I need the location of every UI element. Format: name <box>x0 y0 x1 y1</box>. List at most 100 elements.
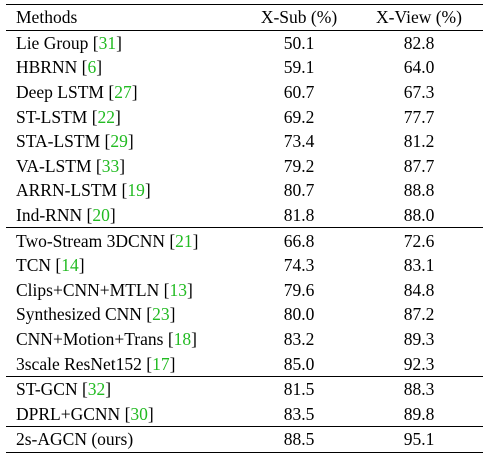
xview-cell: 77.7 <box>403 106 435 127</box>
method-cell: 2s-AGCN (ours) <box>6 426 243 453</box>
xsub-cell: 79.6 <box>283 279 315 300</box>
xview-cell: 88.3 <box>355 375 483 402</box>
header-xsub: X-Sub (%) <box>243 4 355 31</box>
xview-cell: 92.3 <box>403 353 435 374</box>
citation-link[interactable]: 33 <box>101 155 120 176</box>
xview-cell: 82.8 <box>355 29 483 56</box>
xsub-cell: 80.0 <box>283 304 315 325</box>
xsub-cell: 79.2 <box>283 155 315 176</box>
method-name: Synthesized CNN <box>16 304 142 325</box>
method-cell: 3scale ResNet152 [17] <box>16 353 176 374</box>
method-cell: CNN+Motion+Trans [18] <box>16 329 197 350</box>
citation-link[interactable]: 31 <box>98 32 117 53</box>
results-table-container: Methods X-Sub (%) X-View (%) Lie Group [… <box>6 4 483 453</box>
method-cell: Lie Group [31] <box>6 29 243 56</box>
method-cell: STA-LSTM [29] <box>16 131 134 152</box>
table-row: Deep LSTM [27] 60.7 67.3 <box>6 80 483 105</box>
method-name: Deep LSTM <box>16 82 104 103</box>
method-cell: Ind-RNN [20] <box>16 205 116 226</box>
method-name: 3scale ResNet152 <box>16 353 142 374</box>
table-row: 2s-AGCN (ours) 88.5 95.1 <box>6 426 483 453</box>
header-xview: X-View (%) <box>355 4 483 31</box>
xview-cell: 72.6 <box>355 227 483 253</box>
xview-cell: 95.1 <box>355 426 483 453</box>
xview-cell: 64.0 <box>403 57 435 78</box>
citation-link[interactable]: 22 <box>97 106 116 127</box>
table-row: STA-LSTM [29] 73.4 81.2 <box>6 129 483 154</box>
xsub-cell: 59.1 <box>283 57 315 78</box>
method-name: STA-LSTM <box>16 131 101 152</box>
method-name: DPRL+GCNN <box>16 403 121 424</box>
xsub-cell: 83.2 <box>283 329 315 350</box>
table-row: TCN [14] 74.3 83.1 <box>6 253 483 278</box>
method-name: ST-GCN <box>16 379 78 400</box>
xsub-cell: 80.7 <box>283 180 315 201</box>
method-cell: Two-Stream 3DCNN [21] <box>6 227 243 253</box>
table-row: DPRL+GCNN [30] 83.5 89.8 <box>6 402 483 427</box>
xsub-cell: 60.7 <box>283 82 315 103</box>
table-row: ST-GCN [32] 81.5 88.3 <box>6 375 483 402</box>
method-cell: ST-GCN [32] <box>6 375 243 402</box>
method-cell: VA-LSTM [33] <box>16 155 126 176</box>
table-row: Synthesized CNN [23] 80.0 87.2 <box>6 302 483 327</box>
xsub-cell: 69.2 <box>283 106 315 127</box>
method-name: Ind-RNN <box>16 205 83 226</box>
citation-link[interactable]: 30 <box>130 403 148 424</box>
table-row: Two-Stream 3DCNN [21] 66.8 72.6 <box>6 227 483 253</box>
method-cell: TCN [14] <box>16 255 85 276</box>
xsub-cell: 81.5 <box>243 375 355 402</box>
method-cell: ARRN-LSTM [19] <box>16 180 151 201</box>
citation-link[interactable]: 19 <box>127 180 145 201</box>
citation-link[interactable]: 13 <box>169 279 187 300</box>
method-name: VA-LSTM <box>16 155 92 176</box>
method-cell: HBRNN [6] <box>16 57 103 78</box>
xview-cell: 81.2 <box>403 131 435 152</box>
xsub-cell: 73.4 <box>283 131 315 152</box>
method-name: Clips+CNN+MTLN <box>16 279 160 300</box>
citation-link[interactable]: 20 <box>92 205 110 226</box>
xview-cell: 83.1 <box>403 255 435 276</box>
citation-link[interactable]: 14 <box>61 255 79 276</box>
citation-link[interactable]: 18 <box>173 329 192 350</box>
method-name: TCN <box>16 255 51 276</box>
method-name: Lie Group <box>16 32 89 53</box>
xview-cell: 89.3 <box>403 329 435 350</box>
citation-link[interactable]: 21 <box>175 230 193 251</box>
results-table: Methods X-Sub (%) X-View (%) Lie Group [… <box>6 4 483 453</box>
table-row: ST-LSTM [22] 69.2 77.7 <box>6 104 483 129</box>
citation-link[interactable]: 32 <box>87 379 106 400</box>
xsub-cell: 85.0 <box>283 353 315 374</box>
xsub-cell: 81.8 <box>283 205 315 226</box>
citation-link[interactable]: 23 <box>152 304 170 325</box>
xview-cell: 88.8 <box>403 180 435 201</box>
xview-cell: 87.2 <box>403 304 435 325</box>
table-row: VA-LSTM [33] 79.2 87.7 <box>6 154 483 179</box>
xsub-cell: 83.5 <box>283 403 315 424</box>
xsub-cell: 66.8 <box>243 227 355 253</box>
method-cell: ST-LSTM [22] <box>16 106 121 127</box>
method-cell: Deep LSTM [27] <box>16 82 138 103</box>
method-name: HBRNN <box>16 57 78 78</box>
xview-cell: 87.7 <box>403 155 435 176</box>
method-cell: Clips+CNN+MTLN [13] <box>16 279 193 300</box>
header-methods: Methods <box>6 4 243 31</box>
table-row: Ind-RNN [20] 81.8 88.0 <box>6 203 483 228</box>
method-name: 2s-AGCN (ours) <box>16 429 134 450</box>
method-name: ARRN-LSTM <box>16 180 118 201</box>
citation-link[interactable]: 29 <box>110 131 128 152</box>
table-body: Lie Group [31] 50.1 82.8 HBRNN [6] 59.1 64.0 D… <box>6 29 483 453</box>
table-row: ARRN-LSTM [19] 80.7 88.8 <box>6 178 483 203</box>
xsub-cell: 88.5 <box>243 426 355 453</box>
table-row: HBRNN [6] 59.1 64.0 <box>6 55 483 80</box>
method-name: CNN+Motion+Trans <box>16 329 164 350</box>
table-row: 3scale ResNet152 [17] 85.0 92.3 <box>6 351 483 376</box>
method-name: Two-Stream 3DCNN <box>16 230 165 251</box>
citation-link[interactable]: 17 <box>152 353 170 374</box>
xview-cell: 88.0 <box>403 205 435 226</box>
method-cell: Synthesized CNN [23] <box>16 304 176 325</box>
citation-link[interactable]: 27 <box>114 82 132 103</box>
table-row: CNN+Motion+Trans [18] 83.2 89.3 <box>6 327 483 352</box>
method-name: ST-LSTM <box>16 106 88 127</box>
citation-link[interactable]: 6 <box>87 57 97 78</box>
table-row: Clips+CNN+MTLN [13] 79.6 84.8 <box>6 278 483 303</box>
